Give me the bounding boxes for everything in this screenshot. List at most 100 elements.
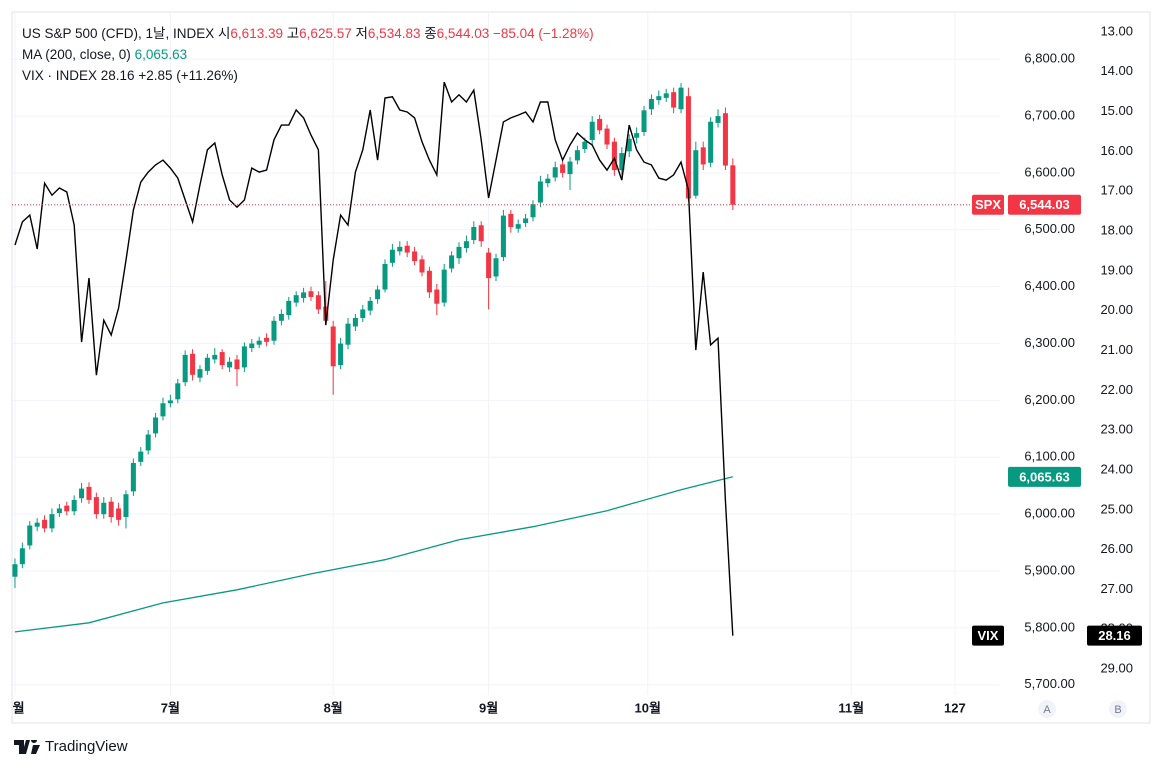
logo-shape — [14, 739, 40, 754]
candle-body — [286, 300, 292, 316]
candle-body — [537, 181, 543, 203]
candle-body — [123, 494, 129, 517]
candle-body — [93, 497, 99, 515]
y2-tick-label: 23.00 — [1100, 422, 1133, 437]
candle-body — [523, 218, 529, 223]
series-tag-box — [972, 625, 1004, 646]
candle-body — [604, 128, 610, 145]
candle-body — [345, 323, 351, 345]
symbol-title: US S&P 500 (CFD), 1날, INDEX — [22, 26, 215, 41]
candle-body — [227, 361, 233, 368]
x-tick-label: 7월 — [161, 700, 180, 715]
candle-body — [34, 522, 40, 527]
vix-label: VIX · INDEX — [22, 68, 98, 83]
candle-body — [249, 343, 255, 349]
candle-body — [478, 225, 484, 242]
legend: US S&P 500 (CFD), 1날, INDEX 시6,613.39 고6… — [22, 23, 594, 86]
scale-button-bg — [1109, 700, 1127, 718]
candle-body — [693, 150, 699, 196]
candle-body — [412, 251, 418, 262]
logo[interactable]: TradingView — [14, 738, 128, 755]
candle-body — [278, 313, 284, 321]
candle-body — [463, 241, 469, 249]
y2-tick-label: 15.00 — [1100, 103, 1133, 118]
ohlc-value: 6,534.83 — [367, 26, 421, 41]
candle-body — [145, 434, 151, 451]
scale-button[interactable]: B — [1109, 700, 1127, 718]
candle-body — [190, 353, 196, 375]
candle-body — [352, 317, 358, 327]
y-tick-label: 6,700.00 — [1024, 108, 1075, 123]
candle-body — [197, 369, 203, 378]
candle-body — [567, 161, 573, 175]
candle-body — [86, 486, 92, 500]
candle-body — [160, 403, 166, 417]
ohlc-key: 저 — [355, 26, 368, 41]
candle-body — [56, 508, 62, 514]
series-tag-label: VIX — [978, 628, 999, 643]
candle-body — [597, 118, 603, 131]
candle-body — [530, 204, 536, 218]
candle-body — [730, 165, 736, 205]
candle-body — [471, 226, 477, 241]
price-tag-box — [1087, 625, 1142, 646]
scale-button-label: A — [1043, 704, 1051, 716]
chart-frame — [11, 11, 1151, 724]
y2-tick-label: 20.00 — [1100, 302, 1133, 317]
candle-body — [678, 87, 684, 110]
candle-body — [634, 133, 640, 138]
candle-body — [256, 340, 262, 345]
candle-body — [656, 96, 662, 101]
price-tag-box — [1008, 466, 1081, 487]
x-tick-label: 8월 — [324, 700, 343, 715]
vix-line — [14, 81, 734, 636]
scale-button[interactable]: A — [1038, 700, 1056, 718]
candle-body — [685, 96, 691, 199]
candle-body — [12, 564, 18, 577]
candle-body — [49, 514, 55, 529]
ohlc-value: 6,613.39 — [230, 26, 283, 41]
candle-body — [611, 141, 617, 171]
y2-tick-label: 22.00 — [1100, 382, 1133, 397]
y-tick-label: 6,200.00 — [1024, 392, 1075, 407]
candle-body — [204, 357, 210, 371]
candle-body — [182, 354, 188, 383]
candle-body — [367, 300, 373, 311]
change: −85.04 (−1.28%) — [493, 26, 594, 41]
candle-body — [153, 417, 159, 434]
y-tick-label: 5,700.00 — [1024, 676, 1075, 691]
y2-tick-label: 18.00 — [1100, 222, 1133, 237]
candle-body — [116, 508, 122, 520]
legend-row: US S&P 500 (CFD), 1날, INDEX 시6,613.39 고6… — [22, 23, 594, 44]
series-tag-box — [972, 194, 1004, 215]
y2-tick-label: 17.00 — [1100, 183, 1133, 198]
candle-body — [167, 400, 173, 404]
y-tick-label: 6,000.00 — [1024, 506, 1075, 521]
y2-tick-label: 21.00 — [1100, 342, 1133, 357]
candle-body — [19, 548, 25, 565]
y-tick-label: 6,100.00 — [1024, 449, 1075, 464]
candle-body — [271, 320, 277, 341]
ohlc-key: 고 — [286, 26, 300, 41]
candle-body — [308, 291, 314, 297]
ma-line — [14, 476, 733, 633]
y2-tick-label: 14.00 — [1100, 63, 1133, 78]
candle-body — [493, 258, 499, 277]
candle-body — [108, 501, 114, 517]
candle-body — [175, 383, 181, 400]
y2-tick-label: 13.00 — [1100, 23, 1133, 38]
candle-body — [338, 343, 344, 366]
candle-body — [589, 121, 595, 140]
candle-body — [64, 505, 70, 512]
y-tick-label: 6,500.00 — [1024, 221, 1075, 236]
candle-body — [397, 246, 403, 252]
x-tick-label: 127 — [944, 700, 966, 715]
x-tick-label: 6월 — [5, 700, 24, 715]
candle-body — [560, 164, 566, 173]
candle-body — [722, 113, 728, 166]
price-tag-label: 28.16 — [1098, 628, 1131, 643]
y2-tick-label: 26.00 — [1100, 541, 1133, 556]
candle-body — [79, 488, 85, 499]
